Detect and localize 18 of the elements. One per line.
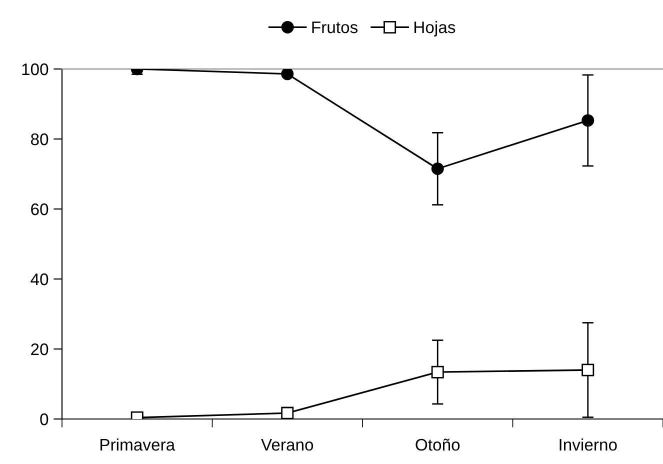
y-tick-label: 40 — [30, 273, 48, 286]
point — [281, 69, 294, 80]
y-tick-label: 20 — [31, 343, 48, 356]
x-tick-label: Verano — [261, 439, 314, 451]
point — [431, 366, 444, 378]
legend-label: Frutos — [312, 22, 358, 34]
y-tick-label: 80 — [30, 133, 48, 146]
x-tick-label: Otoño — [416, 438, 460, 451]
point — [582, 364, 594, 376]
point — [582, 114, 594, 127]
x-tick-label: Invierno — [560, 438, 617, 451]
point — [281, 406, 294, 419]
point — [431, 162, 444, 175]
y-tick-label: 60 — [31, 203, 48, 216]
legend-label: Hojas — [414, 20, 456, 36]
y-tick-label: 0 — [40, 413, 48, 426]
x-tick-label: Primavera — [100, 438, 176, 451]
y-tick-label: 100 — [22, 63, 48, 76]
